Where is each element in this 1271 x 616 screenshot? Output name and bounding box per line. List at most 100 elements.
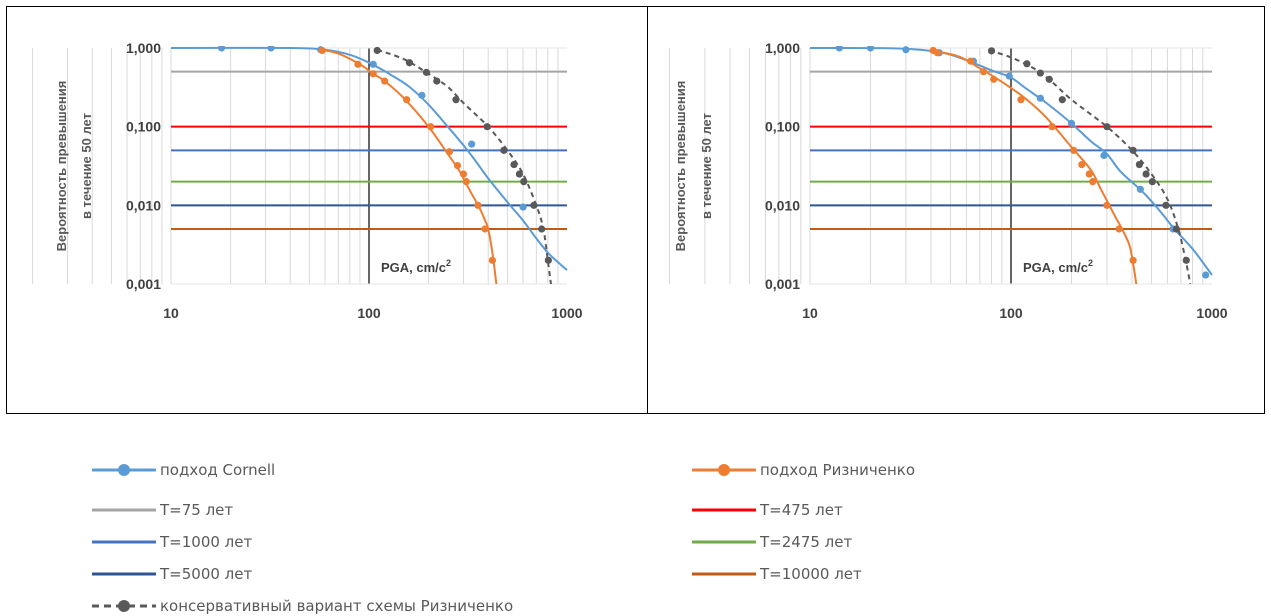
data-point-riznichenko: [1070, 146, 1078, 154]
x-axis-label-superscript: 2: [446, 258, 451, 268]
data-point-conservative: [538, 225, 546, 233]
panel-divider: [647, 6, 648, 414]
data-point-riznichenko: [1048, 123, 1056, 131]
data-point-conservative: [1129, 146, 1137, 154]
y-tick-label: 0,001: [126, 276, 161, 292]
data-point-cornell: [369, 60, 377, 68]
x-tick-labels: 10 100 1000: [163, 305, 583, 321]
data-point-riznichenko: [445, 148, 454, 156]
data-point-riznichenko: [369, 70, 377, 78]
data-point-conservative: [1036, 69, 1044, 77]
y-axis-label: Вероятность превышения в течение 50 лет: [673, 81, 714, 252]
chart-panels-frame: [6, 6, 1265, 414]
series-cornell: [171, 46, 568, 271]
data-point-riznichenko: [427, 123, 435, 131]
data-point-riznichenko: [990, 75, 998, 83]
x-tick-label: 100: [999, 305, 1023, 321]
data-point-riznichenko: [474, 201, 482, 209]
data-point-riznichenko: [481, 225, 489, 233]
data-point-riznichenko: [979, 68, 988, 76]
data-point-cornell: [902, 46, 910, 54]
legend-label-conservative: консервативный вариант схемы Ризниченко: [160, 597, 514, 615]
data-point-conservative: [1172, 225, 1180, 233]
y-tick-label: 0,010: [765, 197, 800, 213]
legend-label-riznichenko: подход Ризниченко: [760, 461, 916, 479]
legend-item-t1000: T=1000 лет: [92, 532, 252, 552]
y-tick-label: 0,100: [126, 119, 161, 135]
data-point-conservative: [520, 178, 528, 186]
x-axis-label-text: PGA, cm/c: [381, 260, 446, 275]
x-tick-label: 1000: [551, 305, 582, 321]
data-point-riznichenko: [1017, 96, 1025, 104]
y-tick-label: 0,100: [765, 119, 800, 135]
data-point-riznichenko: [488, 256, 497, 264]
legend-item-cornell: подход Cornell: [92, 460, 275, 480]
y-tick-label: 1,000: [765, 40, 800, 56]
x-axis-label-text: PGA, cm/c: [1023, 260, 1088, 275]
y-tick-labels: 1,000 0,100 0,010 0,001: [765, 40, 800, 292]
legend-label-t75: T=75 лет: [160, 501, 234, 519]
y-tick-label: 1,000: [126, 40, 161, 56]
legend-label-t475: T=475 лет: [760, 501, 843, 519]
legend-item-riznichenko: подход Ризниченко: [692, 460, 915, 480]
data-point-conservative: [510, 160, 518, 169]
x-tick-label: 10: [163, 305, 179, 321]
data-point-conservative: [1142, 170, 1150, 178]
series-line-riznichenko: [320, 48, 498, 285]
legend-item-t5000: T=5000 лет: [92, 564, 252, 584]
data-point-conservative: [422, 68, 431, 76]
y-axis-label-line: Вероятность превышения: [673, 81, 688, 252]
data-point-riznichenko: [453, 161, 462, 170]
data-point-conservative: [483, 123, 491, 131]
x-tick-label: 10: [802, 305, 818, 321]
data-point-cornell: [1036, 94, 1044, 102]
data-point-conservative: [1135, 160, 1143, 169]
data-point-conservative: [1162, 201, 1170, 209]
data-point-cornell: [267, 46, 275, 52]
legend-label-t5000: T=5000 лет: [160, 565, 253, 583]
series-conservative: [987, 47, 1192, 285]
x-tick-labels: 10 100 1000: [802, 305, 1228, 321]
data-point-riznichenko: [462, 178, 470, 186]
data-point-riznichenko: [933, 49, 941, 57]
data-point-conservative: [1058, 96, 1066, 104]
data-point-cornell: [468, 140, 476, 148]
data-point-riznichenko: [459, 170, 468, 178]
legend-item-t475: T=475 лет: [692, 500, 843, 520]
data-point-conservative: [500, 146, 508, 154]
data-point-conservative: [1045, 75, 1053, 83]
series-line-conservative: [376, 48, 552, 285]
data-point-riznichenko: [403, 96, 411, 104]
data-point-conservative: [1103, 123, 1111, 131]
data-point-riznichenko: [354, 60, 362, 68]
data-point-conservative: [433, 77, 441, 85]
data-point-conservative: [1023, 60, 1031, 68]
x-axis-label: PGA, cm/c2: [381, 258, 451, 275]
legend-item-t75: T=75 лет: [92, 500, 233, 520]
legend-item-conservative: консервативный вариант схемы Ризниченко: [92, 596, 513, 616]
data-point-conservative: [1148, 178, 1156, 186]
series-group: [810, 46, 1213, 285]
legend-label-cornell: подход Cornell: [160, 461, 276, 479]
data-point-riznichenko: [1115, 225, 1123, 233]
data-point-riznichenko: [1078, 160, 1086, 169]
data-point-conservative: [373, 46, 381, 55]
y-axis-label-line: Вероятность превышения: [54, 81, 69, 252]
legend-label-t1000: T=1000 лет: [160, 533, 253, 551]
x-axis-label-superscript: 2: [1088, 258, 1093, 268]
data-point-cornell: [1067, 119, 1076, 128]
data-point-riznichenko: [967, 57, 975, 65]
data-point-conservative: [1182, 256, 1190, 264]
data-point-riznichenko: [1089, 178, 1097, 186]
series-line-conservative: [989, 49, 1192, 285]
series-riznichenko: [929, 46, 1138, 285]
data-point-cornell: [1136, 185, 1144, 193]
data-point-riznichenko: [1129, 256, 1137, 264]
y-tick-label: 0,001: [765, 276, 800, 292]
data-point-cornell: [1100, 151, 1108, 160]
data-point-cornell: [835, 46, 843, 52]
data-point-cornell: [418, 91, 426, 99]
data-point-conservative: [452, 96, 460, 104]
series-line-cornell: [171, 46, 568, 271]
